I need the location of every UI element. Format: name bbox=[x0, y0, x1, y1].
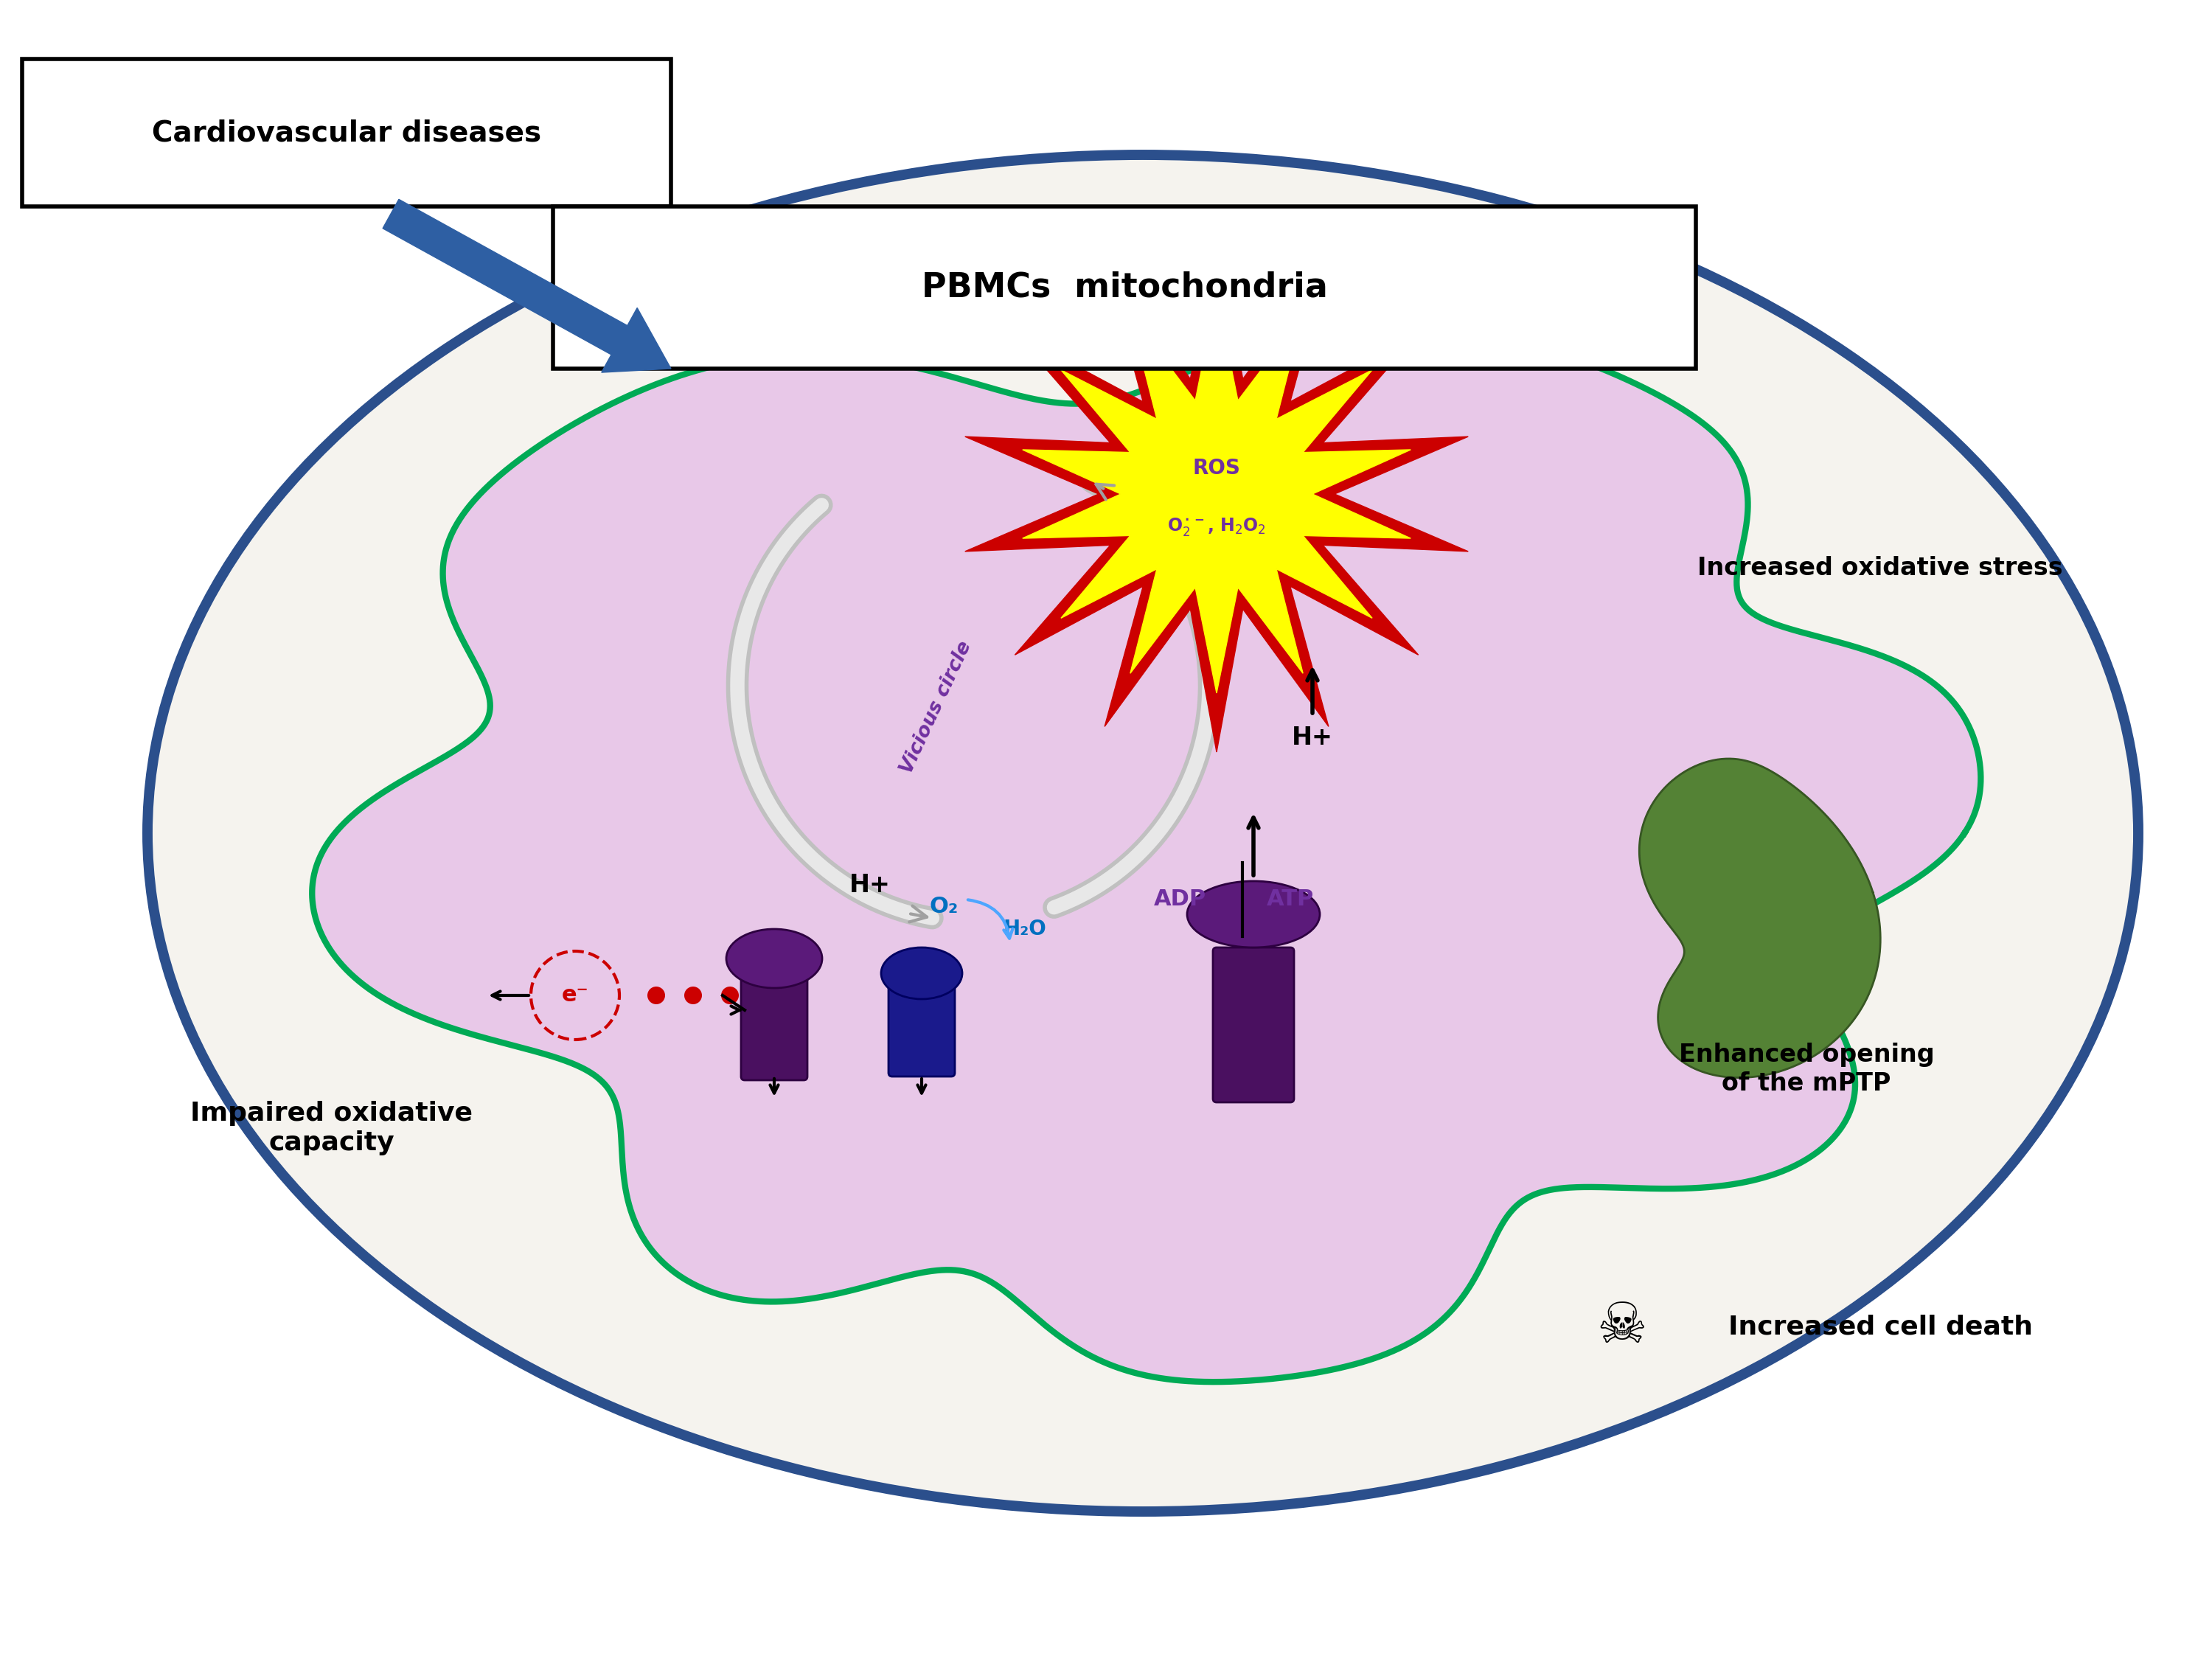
Text: H+: H+ bbox=[1292, 725, 1334, 750]
Ellipse shape bbox=[726, 929, 823, 989]
Text: Increased oxidative stress: Increased oxidative stress bbox=[1697, 556, 2064, 581]
FancyBboxPatch shape bbox=[22, 60, 670, 206]
Polygon shape bbox=[312, 322, 1980, 1382]
Polygon shape bbox=[964, 236, 1469, 752]
Text: ADP: ADP bbox=[1152, 889, 1206, 911]
FancyBboxPatch shape bbox=[553, 206, 1697, 368]
Text: Cardiovascular diseases: Cardiovascular diseases bbox=[153, 119, 542, 146]
Polygon shape bbox=[1639, 758, 1880, 1078]
Text: Increased cell death: Increased cell death bbox=[1728, 1314, 2033, 1340]
FancyArrow shape bbox=[383, 199, 670, 372]
Ellipse shape bbox=[148, 154, 2139, 1511]
Circle shape bbox=[721, 987, 739, 1004]
Text: PBMCs  mitochondria: PBMCs mitochondria bbox=[922, 270, 1327, 304]
Text: Vicious circle: Vicious circle bbox=[898, 639, 975, 776]
Text: ATP: ATP bbox=[1267, 889, 1314, 911]
FancyBboxPatch shape bbox=[741, 941, 807, 1080]
Text: e⁻: e⁻ bbox=[562, 985, 588, 1005]
Text: H+: H+ bbox=[849, 873, 891, 898]
Ellipse shape bbox=[880, 947, 962, 999]
Text: ☠: ☠ bbox=[1597, 1301, 1648, 1354]
FancyBboxPatch shape bbox=[1212, 947, 1294, 1102]
Circle shape bbox=[648, 987, 666, 1004]
Text: ROS: ROS bbox=[1192, 458, 1241, 478]
Text: O₂: O₂ bbox=[929, 896, 958, 917]
Text: Enhanced opening
of the mPTP: Enhanced opening of the mPTP bbox=[1679, 1044, 1933, 1095]
Ellipse shape bbox=[1188, 881, 1321, 947]
Circle shape bbox=[684, 987, 701, 1004]
Text: O$_2^{\bf\cdot-}$, H$_2$O$_2$: O$_2^{\bf\cdot-}$, H$_2$O$_2$ bbox=[1168, 516, 1265, 538]
Text: H₂O: H₂O bbox=[1004, 919, 1046, 939]
Text: Impaired oxidative
capacity: Impaired oxidative capacity bbox=[190, 1102, 473, 1155]
Polygon shape bbox=[1022, 295, 1411, 693]
FancyBboxPatch shape bbox=[889, 959, 956, 1077]
